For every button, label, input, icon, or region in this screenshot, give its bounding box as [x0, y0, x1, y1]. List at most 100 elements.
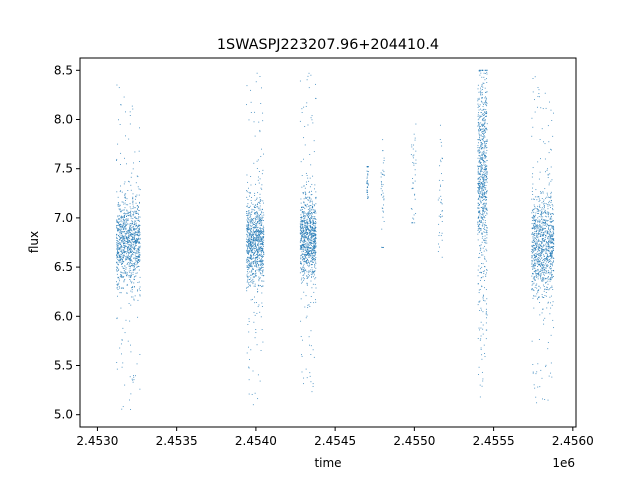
data-point [544, 258, 546, 259]
data-point [546, 169, 548, 171]
data-point [478, 301, 480, 303]
data-point [309, 224, 311, 226]
data-point [551, 227, 553, 229]
data-point [483, 133, 484, 135]
data-point [534, 242, 536, 244]
data-point [537, 225, 539, 227]
data-point [135, 275, 137, 277]
data-point [124, 193, 126, 195]
data-point [120, 243, 122, 245]
data-point [116, 222, 118, 223]
data-point [382, 150, 384, 152]
data-point [123, 213, 125, 214]
data-point [119, 191, 121, 193]
data-point [535, 219, 537, 221]
data-point [131, 246, 133, 248]
data-point [138, 246, 140, 248]
data-point [483, 164, 485, 166]
data-point [307, 260, 309, 262]
data-point [383, 171, 385, 173]
data-point [552, 231, 554, 233]
data-point [135, 272, 137, 274]
data-point [537, 266, 538, 267]
data-point [261, 243, 263, 245]
data-point [128, 230, 130, 232]
data-point [258, 221, 260, 223]
data-point [539, 210, 541, 212]
data-point [301, 217, 303, 219]
data-point [531, 249, 533, 251]
data-point [538, 285, 540, 287]
data-point [252, 273, 254, 275]
data-point [314, 224, 316, 226]
data-point [118, 264, 119, 266]
data-point [545, 257, 547, 259]
data-point [312, 222, 314, 224]
data-point [545, 212, 547, 214]
data-point [300, 248, 302, 250]
data-point [134, 240, 136, 242]
data-point [312, 206, 313, 208]
data-point [547, 341, 549, 343]
data-point [531, 281, 533, 283]
data-point [313, 212, 314, 213]
data-point [119, 221, 121, 222]
data-point [250, 200, 252, 201]
data-point [478, 225, 480, 227]
data-point [133, 257, 135, 259]
data-point [538, 264, 540, 266]
data-point [139, 216, 141, 218]
data-point [247, 245, 249, 247]
data-point [119, 280, 120, 282]
data-point [308, 256, 310, 258]
data-point [311, 256, 313, 258]
data-point [139, 237, 141, 239]
data-point [126, 241, 128, 243]
data-point [480, 168, 482, 170]
data-point [302, 245, 304, 247]
data-point [262, 232, 264, 234]
data-point [533, 239, 535, 241]
data-point [483, 193, 485, 195]
data-point [313, 217, 315, 219]
data-point [485, 275, 487, 277]
data-point [481, 194, 483, 195]
data-point [482, 158, 483, 160]
data-point [533, 217, 535, 219]
data-point [552, 239, 553, 241]
data-point [542, 246, 544, 248]
data-point [484, 206, 485, 208]
data-point [552, 220, 554, 222]
data-point [550, 231, 551, 233]
data-point [537, 258, 539, 260]
data-point [305, 240, 307, 242]
data-point [250, 264, 252, 266]
data-point [248, 225, 249, 227]
data-point [252, 404, 254, 406]
data-point [135, 196, 137, 198]
data-point [130, 351, 132, 353]
data-point [415, 212, 417, 214]
data-point [129, 115, 131, 116]
data-point [533, 240, 535, 242]
data-point [253, 273, 255, 275]
data-point [247, 239, 249, 241]
data-point [251, 261, 253, 263]
data-point [480, 201, 482, 203]
data-point [551, 235, 553, 237]
data-point [311, 237, 313, 238]
data-point [122, 223, 124, 225]
data-point [479, 69, 481, 71]
data-point [249, 235, 251, 237]
data-point [414, 174, 416, 176]
data-point [481, 217, 483, 219]
data-point [531, 255, 533, 257]
data-point [478, 177, 480, 179]
data-point [138, 256, 140, 257]
data-point [137, 241, 139, 243]
data-point [531, 251, 533, 252]
data-point [124, 332, 126, 334]
data-point [260, 259, 262, 261]
data-point [128, 223, 130, 225]
data-point [545, 366, 547, 368]
